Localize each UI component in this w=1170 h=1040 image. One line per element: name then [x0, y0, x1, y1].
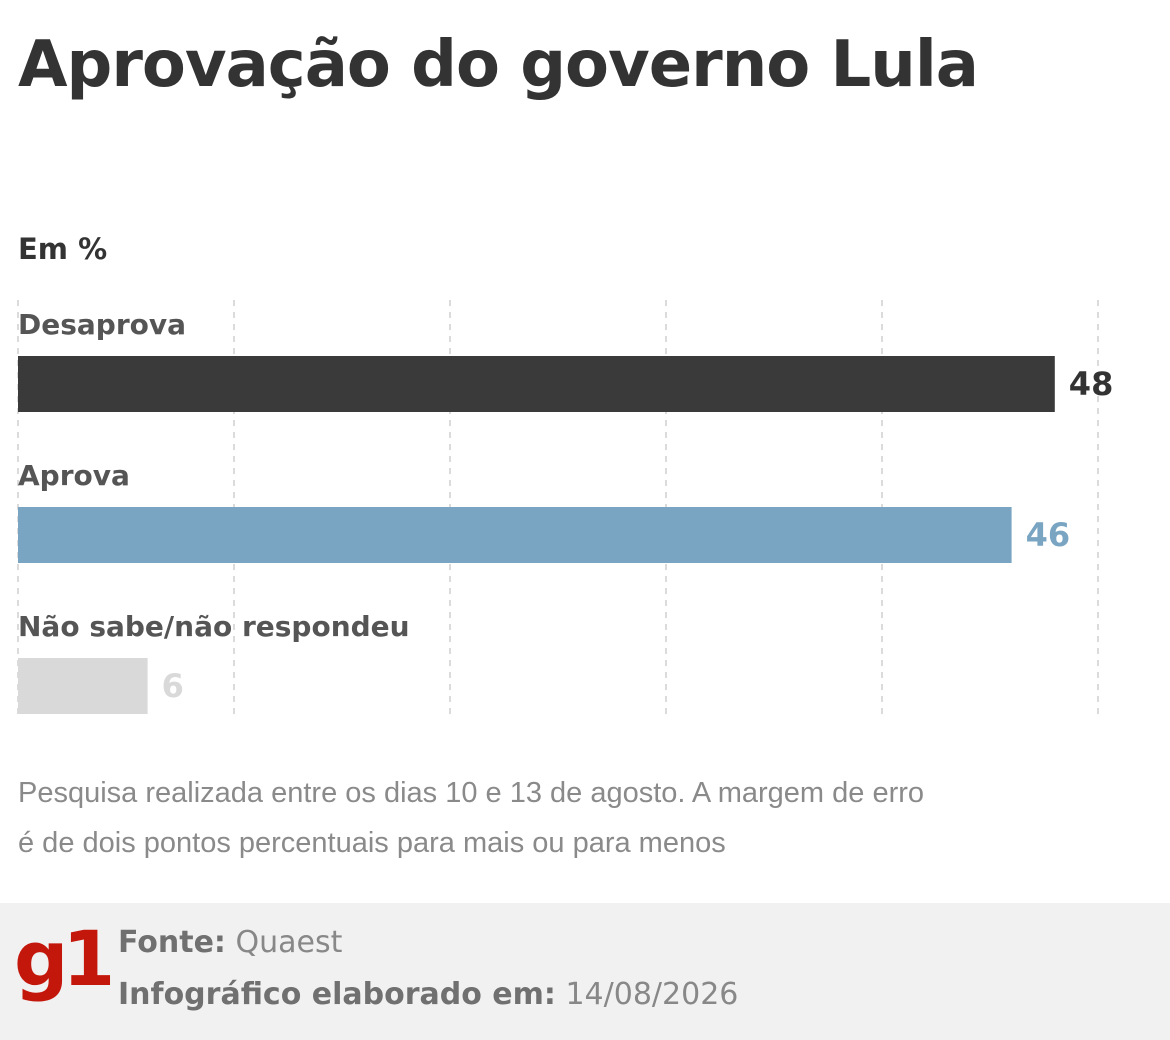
date-line: Infográfico elaborado em: 14/08/2026	[118, 977, 738, 1012]
bar	[18, 658, 148, 714]
g1-logo: g1	[14, 914, 115, 1003]
data-label: 48	[1069, 365, 1114, 403]
bar	[18, 356, 1055, 412]
source-value: Quaest	[235, 925, 343, 960]
date-label: Infográfico elaborado em:	[118, 977, 556, 1012]
survey-note: Pesquisa realizada entre os dias 10 e 13…	[18, 777, 925, 859]
data-label: 46	[1026, 516, 1071, 554]
category-label: Aprova	[18, 459, 130, 492]
source-line: Fonte: Quaest	[118, 925, 342, 960]
bar	[18, 507, 1012, 563]
date-value: 14/08/2026	[565, 977, 739, 1012]
footer: g1 Fonte: Quaest Infográfico elaborado e…	[0, 903, 1170, 1040]
category-label: Desaprova	[18, 308, 186, 341]
bar-chart: Desaprova 48 Aprova 46 Não sabe/não responde…	[17, 300, 1113, 716]
source-label: Fonte:	[118, 925, 226, 960]
data-label: 6	[162, 667, 184, 705]
chart-title: Aprovação do governo Lula	[18, 28, 979, 102]
unit-label: Em %	[18, 232, 108, 266]
category-label: Não sabe/não respondeu	[18, 610, 410, 643]
bars: Desaprova 48 Aprova 46 Não sabe/não responde…	[18, 308, 1113, 714]
